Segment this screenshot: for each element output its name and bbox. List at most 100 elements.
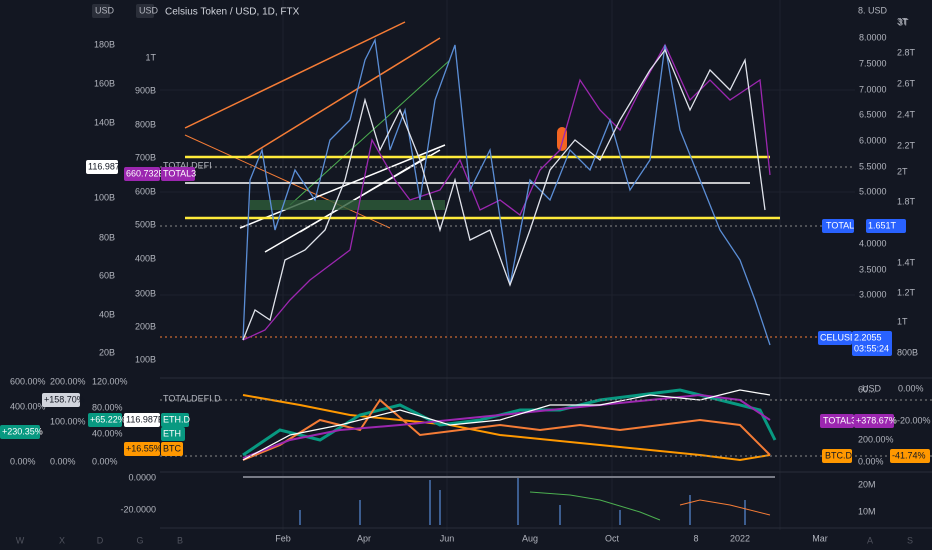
tick-label: USD bbox=[862, 383, 882, 393]
tick-label: 2T bbox=[897, 166, 908, 176]
badge-bg bbox=[161, 427, 185, 441]
badge-bg bbox=[161, 413, 189, 427]
badge-bg bbox=[854, 414, 894, 428]
tick-label: 400B bbox=[135, 253, 156, 263]
badge: CELUSD bbox=[820, 332, 857, 342]
badge-bg bbox=[890, 449, 930, 463]
badge-bg bbox=[124, 167, 160, 181]
series-label: BTC bbox=[163, 443, 182, 453]
time-label: Apr bbox=[357, 533, 371, 543]
indicator-lines bbox=[160, 388, 932, 462]
time-label: Feb bbox=[275, 533, 291, 543]
badge-bg bbox=[822, 449, 852, 463]
badge-bg bbox=[822, 219, 854, 233]
badge-bg bbox=[161, 167, 195, 181]
time-label: Aug bbox=[522, 533, 538, 543]
tick-label: 700B bbox=[135, 152, 156, 162]
tick-label: 7.5000 bbox=[859, 58, 887, 68]
badge: 1.651T bbox=[868, 220, 897, 230]
tick-label: 6.5000 bbox=[859, 109, 887, 119]
toolbar-button: W bbox=[16, 535, 25, 545]
tick-label: 2.8T bbox=[897, 47, 916, 57]
tick-label: 3.0000 bbox=[859, 289, 887, 299]
badge-bg bbox=[866, 219, 906, 233]
badge: 116.987B bbox=[126, 414, 164, 424]
tick-label: 2.6T bbox=[897, 78, 916, 88]
badge: +230.35% bbox=[2, 426, 43, 436]
tick-label: 200.00% bbox=[50, 376, 86, 386]
toolbar-button: D bbox=[97, 535, 104, 545]
toolbar-button: S bbox=[907, 535, 913, 545]
tick-label: 500B bbox=[135, 219, 156, 229]
badge: +378.67% bbox=[856, 415, 897, 425]
tick-label: 3.5000 bbox=[859, 264, 887, 274]
price-lines bbox=[242, 37, 771, 346]
tick-label: 60B bbox=[99, 270, 115, 280]
tick-label: 200.00% bbox=[858, 434, 894, 444]
badge: TOTAL bbox=[826, 220, 854, 230]
tick-label: 2.4T bbox=[897, 109, 916, 119]
series-label: TOTALDEFI.D bbox=[163, 393, 221, 403]
tick-label: 10M bbox=[858, 506, 876, 516]
tick-label: 60... bbox=[858, 384, 876, 394]
badge: -41.74% bbox=[892, 450, 926, 460]
badge: 660.732B bbox=[126, 168, 165, 178]
badge: +16.55% bbox=[126, 443, 162, 453]
badge: TOTAL3 bbox=[823, 415, 856, 425]
time-label: Oct bbox=[605, 533, 620, 543]
time-label: 2022 bbox=[730, 533, 750, 543]
toolbar-button: X bbox=[59, 535, 65, 545]
badge-bg bbox=[136, 4, 154, 18]
series-label: ETH.D bbox=[163, 414, 191, 424]
tick-label: 160B bbox=[94, 78, 115, 88]
unit: 3T bbox=[898, 17, 909, 27]
badge: BTC.D bbox=[825, 450, 853, 460]
tick-label: 0.0000 bbox=[128, 472, 156, 482]
tick-label: 100B bbox=[135, 354, 156, 364]
tick-label: 800B bbox=[897, 347, 918, 357]
series-label: TOTAL3 bbox=[163, 168, 196, 178]
toolbar-button: A bbox=[867, 535, 873, 545]
tick-label: 0.00% bbox=[10, 456, 36, 466]
chart-title: Celsius Token / USD, 1D, FTX bbox=[165, 7, 300, 18]
tick-label: -20.00% bbox=[897, 415, 931, 425]
toolbar-button: G bbox=[136, 535, 143, 545]
tick-label: 3T bbox=[897, 16, 908, 26]
badge: 116.987B bbox=[88, 161, 126, 171]
tick-label: 1T bbox=[145, 52, 156, 62]
unit: 8. USD bbox=[858, 5, 888, 15]
time-label: Jun bbox=[440, 533, 455, 543]
badge-bg bbox=[820, 414, 854, 428]
tick-label: 40.00% bbox=[92, 428, 123, 438]
volume bbox=[243, 476, 775, 525]
tick-label: 5.5000 bbox=[859, 161, 887, 171]
badge-bg bbox=[42, 393, 80, 407]
tick-label: 300B bbox=[135, 288, 156, 298]
tick-label: 8.0000 bbox=[859, 32, 887, 42]
badge-bg bbox=[818, 331, 852, 345]
tick-label: 100B bbox=[94, 192, 115, 202]
unit: USD bbox=[139, 5, 159, 15]
tick-label: 1T bbox=[897, 316, 908, 326]
tick-label: 1.4T bbox=[897, 257, 916, 267]
badge-bg bbox=[124, 413, 160, 427]
tick-label: 4.0000 bbox=[859, 238, 887, 248]
tick-label: 7.0000 bbox=[859, 84, 887, 94]
badge-bg bbox=[86, 160, 118, 174]
toolbar-button: B bbox=[177, 535, 183, 545]
tick-label: 0.00% bbox=[50, 456, 76, 466]
time-label: 8 bbox=[693, 533, 698, 543]
tick-label: 0.00% bbox=[898, 383, 924, 393]
tick-label: 140B bbox=[94, 117, 115, 127]
time-label: Mar bbox=[812, 533, 828, 543]
tick-label: 600B bbox=[135, 186, 156, 196]
badge: 2.2055 bbox=[854, 332, 882, 342]
series-label: TOTALDEFI bbox=[163, 160, 212, 170]
series-label: ETH bbox=[163, 428, 181, 438]
tick-label: 80.00% bbox=[92, 402, 123, 412]
tick-label: 20M bbox=[858, 479, 876, 489]
badge-bg bbox=[852, 331, 892, 345]
badge: +158.70% bbox=[44, 394, 85, 404]
badge-bg bbox=[0, 425, 40, 439]
tick-label: 40B bbox=[99, 309, 115, 319]
